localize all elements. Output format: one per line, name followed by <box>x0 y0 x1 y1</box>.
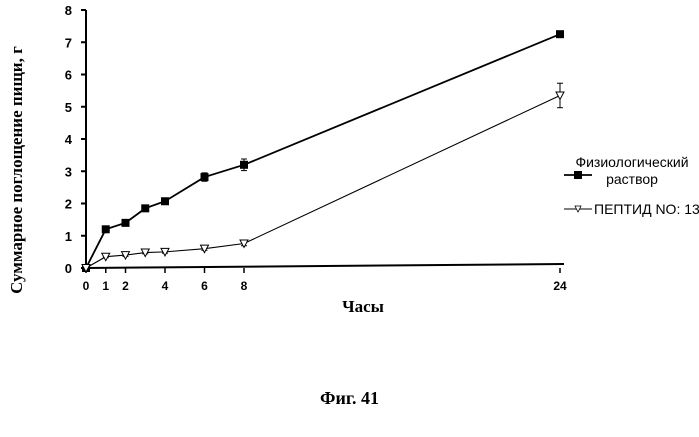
legend-marker-0 <box>574 171 582 179</box>
x-tick-label: 0 <box>83 279 90 293</box>
x-tick-label: 4 <box>162 279 169 293</box>
x-tick-label: 6 <box>201 279 208 293</box>
series-line-1 <box>86 95 560 268</box>
y-tick-label: 4 <box>65 132 73 147</box>
data-point-s0 <box>201 173 209 181</box>
x-axis-title: Часы <box>342 297 384 316</box>
legend-label-0-line1: Физиологический <box>575 154 688 170</box>
data-point-s0 <box>122 219 130 227</box>
y-tick-label: 1 <box>65 229 72 244</box>
x-axis <box>86 264 564 268</box>
data-point-s0 <box>240 161 248 169</box>
data-point-s0 <box>141 204 149 212</box>
x-tick-label: 24 <box>553 279 567 293</box>
y-tick-label: 6 <box>65 68 72 83</box>
y-tick-label: 5 <box>65 100 72 115</box>
figure-caption: Фиг. 41 <box>0 388 699 409</box>
legend-label-1: ПЕПТИД NO: 130 <box>594 201 699 217</box>
series-line-0 <box>86 34 560 268</box>
x-tick-label: 2 <box>122 279 129 293</box>
y-tick-label: 2 <box>65 197 72 212</box>
x-tick-label: 8 <box>241 279 248 293</box>
y-tick-label: 0 <box>65 261 72 276</box>
y-tick-label: 8 <box>65 3 72 18</box>
data-point-s0 <box>161 197 169 205</box>
y-axis-title: Суммарное поглощение пищи, г <box>7 46 26 294</box>
data-point-s0 <box>102 225 110 233</box>
data-point-s1 <box>556 92 564 100</box>
y-tick-label: 3 <box>65 164 72 179</box>
legend-label-0-line2: раствор <box>606 171 658 187</box>
y-tick-label: 7 <box>65 35 72 50</box>
data-point-s0 <box>556 30 564 38</box>
x-tick-label: 1 <box>102 279 109 293</box>
